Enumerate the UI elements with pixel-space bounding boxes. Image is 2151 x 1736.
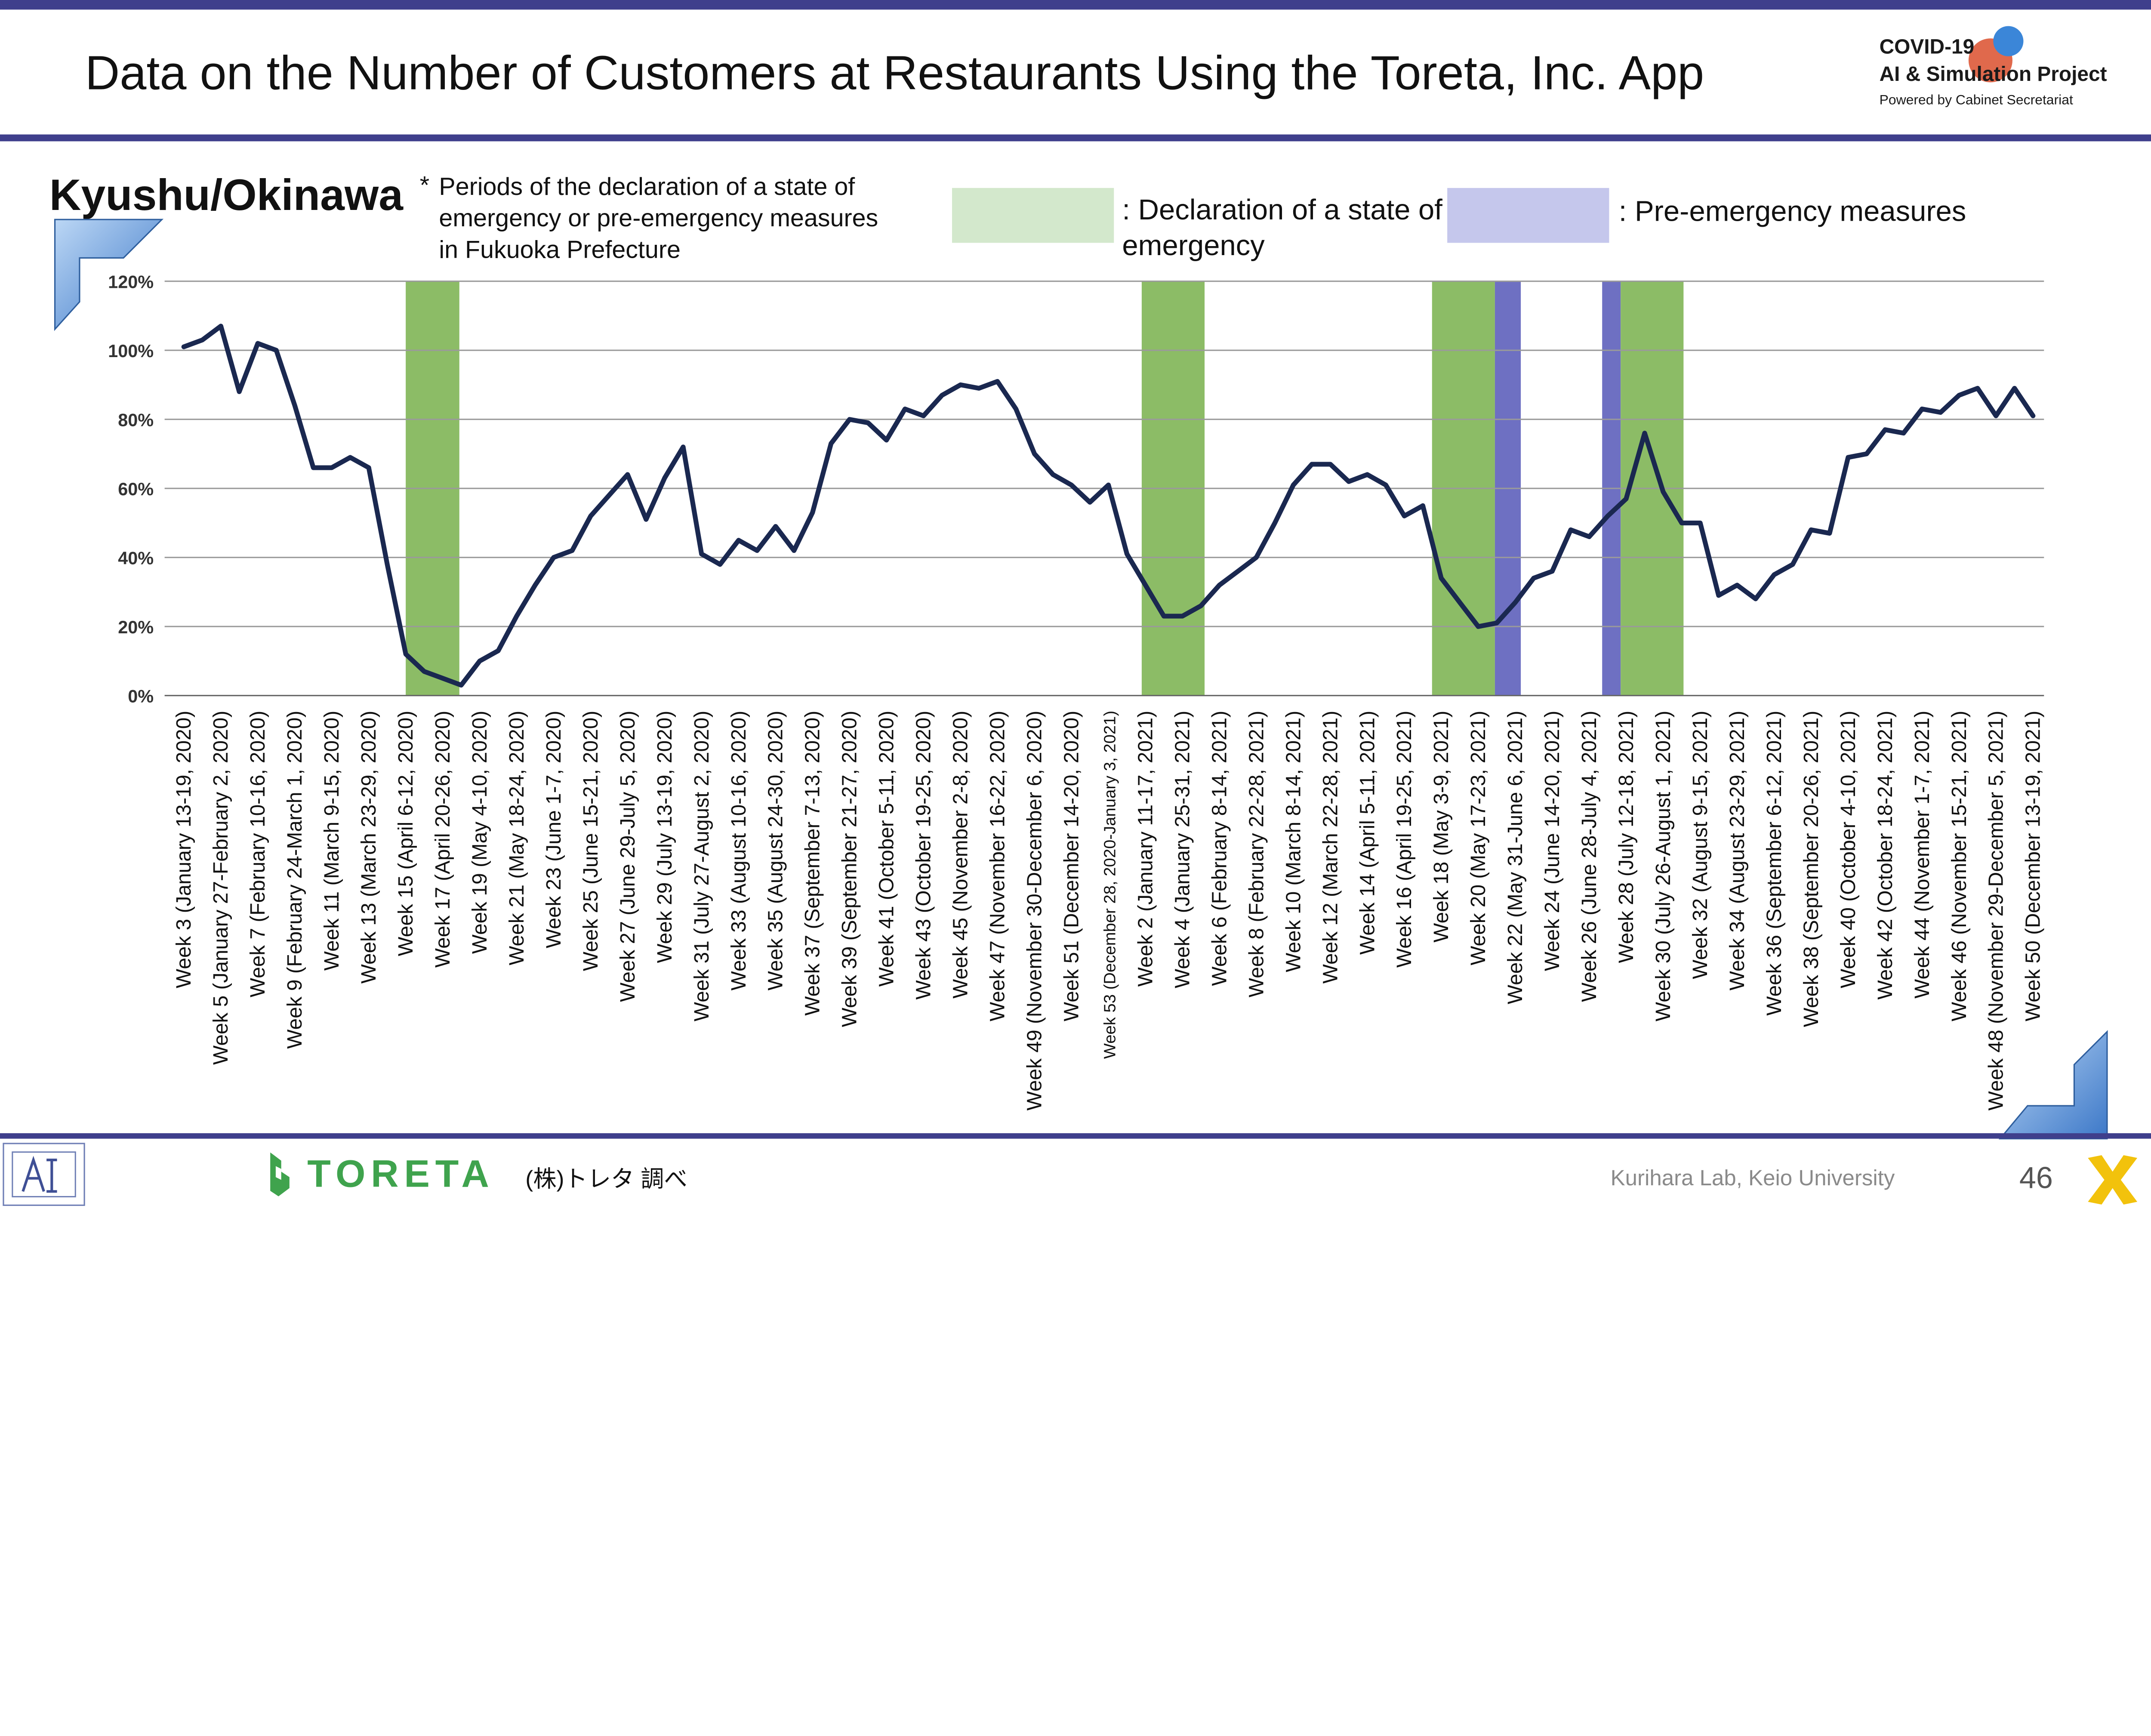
- top-accent-bar: [0, 0, 2151, 10]
- y-tick-label: 40%: [118, 548, 154, 568]
- customers-line-chart: 0% 20% 40% 60% 80% 100% 120% Week 3 (January 1…: [54, 219, 2108, 1140]
- x-tick-label: Week 8 (February 22-28, 2021): [1245, 711, 1268, 997]
- x-tick-label: Week 50 (December 13-19, 2021): [2022, 711, 2045, 1021]
- project-x-logo-icon: [2088, 1155, 2138, 1205]
- x-tick-label: Week 2 (January 11-17, 2021): [1134, 711, 1157, 987]
- y-tick-label: 60%: [118, 479, 154, 499]
- x-tick-label: Week 34 (August 23-29, 2021): [1726, 711, 1749, 991]
- x-tick-label: Week 3 (January 13-19, 2020): [173, 711, 195, 988]
- x-tick-label: Week 17 (April 20-26, 2020): [431, 711, 454, 968]
- logo-line1: COVID-19: [1879, 35, 1975, 59]
- logo-blue-dot-icon: [1993, 26, 2024, 56]
- region-label: Kyushu/Okinawa: [49, 170, 404, 220]
- period-note: * Periods of the declaration of a state …: [420, 172, 946, 266]
- toreta-mark-icon: [270, 1152, 290, 1196]
- x-tick-label: Week 46 (November 15-21, 2021): [1948, 711, 1971, 1021]
- y-tick-label: 20%: [118, 617, 154, 637]
- x-tick-label: Week 18 (May 3-9, 2021): [1430, 711, 1453, 943]
- toreta-wordmark: TORETA: [307, 1152, 495, 1195]
- toreta-logo: TORETA: [265, 1150, 494, 1199]
- x-tick-label: Week 20 (May 17-23, 2021): [1467, 711, 1490, 965]
- x-tick-label: Week 45 (November 2-8, 2020): [949, 711, 972, 999]
- x-tick-label: Week 29 (July 13-19, 2020): [653, 711, 676, 963]
- x-tick-label: Week 6 (February 8-14, 2021): [1208, 711, 1231, 986]
- x-tick-label: Week 49 (November 30-December 6, 2020): [1023, 711, 1046, 1111]
- customers-series-line: [181, 324, 2036, 688]
- x-tick-label: Week 21 (May 18-24, 2020): [505, 711, 528, 965]
- legend-pre-emergency-swatch: [1447, 188, 1609, 243]
- corner-decoration-bottom-right: [1998, 1030, 2108, 1140]
- x-tick-label: Week 26 (June 28-July 4, 2021): [1578, 711, 1601, 1002]
- x-tick-label: Week 31 (July 27-August 2, 2020): [690, 711, 713, 1021]
- corner-decoration-top-left: [54, 219, 164, 331]
- y-tick-label: 80%: [118, 410, 154, 430]
- x-tick-label: Week 44 (November 1-7, 2021): [1911, 711, 1934, 999]
- x-tick-label: Week 51 (December 14-20, 2020): [1060, 711, 1083, 1021]
- x-tick-label: Week 48 (November 29-December 5, 2021): [1985, 711, 2008, 1111]
- x-tick-label: Week 4 (January 25-31, 2021): [1171, 711, 1194, 988]
- x-tick-label: Week 32 (August 9-15, 2021): [1689, 711, 1712, 979]
- x-tick-label: Week 23 (June 1-7, 2020): [542, 711, 565, 948]
- x-tick-label: Week 5 (January 27-February 2, 2020): [210, 711, 232, 1065]
- x-tick-label: Week 33 (August 10-16, 2020): [727, 711, 750, 991]
- x-tick-label: Week 28 (July 12-18, 2021): [1615, 711, 1638, 963]
- x-tick-label: Week 30 (July 26-August 1, 2021): [1652, 711, 1675, 1021]
- ai-institute-logo: [3, 1143, 85, 1206]
- x-tick-label: Week 14 (April 5-11, 2021): [1356, 711, 1379, 955]
- x-tick-label: Week 39 (September 21-27, 2020): [838, 711, 861, 1027]
- x-tick-label: Week 53 (December 28, 2020-January 3, 20…: [1100, 711, 1119, 1059]
- x-tick-label: Week 15 (April 6-12, 2020): [394, 711, 417, 956]
- x-tick-label: Week 11 (March 9-15, 2020): [320, 711, 343, 971]
- note-line1: Periods of the declaration of a state of: [439, 173, 855, 200]
- note-line2: emergency or pre-emergency measures: [439, 204, 878, 232]
- source-caption: (株)トレタ 調べ: [525, 1166, 687, 1193]
- x-tick-label: Week 47 (November 16-22, 2020): [986, 711, 1009, 1021]
- note-line3: in Fukuoka Prefecture: [439, 236, 681, 264]
- x-tick-label: Week 7 (February 10-16, 2020): [247, 711, 269, 997]
- x-tick-label: Week 37 (September 7-13, 2020): [801, 711, 824, 1016]
- page-number: 46: [2019, 1160, 2053, 1195]
- x-tick-label: Week 22 (May 31-June 6, 2021): [1504, 711, 1527, 1004]
- footer-divider: [0, 1133, 2151, 1139]
- x-tick-label: Week 25 (June 15-21, 2020): [579, 711, 602, 971]
- x-tick-label: Week 9 (February 24-March 1, 2020): [284, 711, 306, 1049]
- x-tick-label: Week 24 (June 14-20, 2021): [1541, 711, 1564, 971]
- y-tick-label: 100%: [108, 341, 154, 361]
- x-tick-label: Week 35 (August 24-30, 2020): [764, 711, 787, 991]
- x-tick-label: Week 27 (June 29-July 5, 2020): [616, 711, 639, 1002]
- note-asterisk: *: [419, 171, 430, 199]
- title-divider: [0, 134, 2151, 142]
- page-title: Data on the Number of Customers at Resta…: [85, 46, 1704, 100]
- x-tick-label: Week 12 (March 22-28, 2021): [1319, 711, 1342, 984]
- x-tick-label: Week 19 (May 4-10, 2020): [468, 711, 491, 954]
- x-tick-label: Week 43 (October 19-25, 2020): [912, 711, 935, 1000]
- logo-line2: AI & Simulation Project: [1879, 63, 2107, 86]
- y-tick-label: 0%: [128, 686, 154, 706]
- x-tick-label: Week 40 (October 4-10, 2021): [1837, 711, 1860, 988]
- x-tick-label: Week 41 (October 5-11, 2020): [875, 711, 898, 987]
- x-tick-label: Week 13 (March 23-29, 2020): [357, 711, 380, 984]
- legend-emergency-swatch: [952, 188, 1114, 243]
- x-tick-label: Week 38 (September 20-26, 2021): [1800, 711, 1823, 1027]
- covid-ai-project-logo: COVID-19 AI & Simulation Project Powered…: [1879, 26, 2140, 108]
- legend-emergency-label: : Declaration of a state of emergency: [1122, 194, 1442, 262]
- x-tick-label: Week 36 (September 6-12, 2021): [1763, 711, 1786, 1016]
- slide: Data on the Number of Customers at Resta…: [0, 0, 2151, 1206]
- logo-line3: Powered by Cabinet Secretariat: [1879, 93, 2073, 108]
- x-tick-label: Week 16 (April 19-25, 2021): [1393, 711, 1416, 968]
- x-tick-label: Week 42 (October 18-24, 2021): [1874, 711, 1897, 1000]
- y-tick-label: 120%: [108, 272, 154, 292]
- x-tick-label: Week 10 (March 8-14, 2021): [1282, 711, 1305, 972]
- lab-credit: Kurihara Lab, Keio University: [1610, 1167, 1895, 1191]
- legend-pre-emergency-label: : Pre-emergency measures: [1618, 196, 1966, 228]
